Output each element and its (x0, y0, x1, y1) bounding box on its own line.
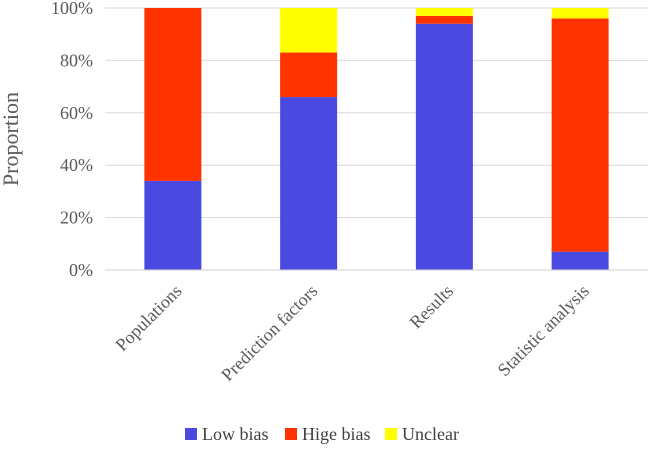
bar-segment-unclear (551, 8, 609, 19)
bar-segment-unclear (280, 8, 338, 53)
y-axis-ticks: 0% 20% 40% 60% 80% 100% (51, 0, 93, 280)
x-axis-categories: Populations Prediction factors Results Stat… (111, 281, 593, 385)
y-tick-label: 100% (51, 0, 93, 18)
legend-label: Unclear (402, 424, 459, 444)
bar-segment-low-bias (144, 180, 202, 270)
bar-segment-low-bias (415, 23, 473, 270)
x-category-label: Populations (111, 281, 185, 355)
x-category-label: Statistic analysis (494, 281, 593, 380)
legend-label: Low bias (202, 424, 269, 444)
bar-segment-low-bias (280, 97, 338, 270)
legend-swatch (285, 428, 297, 440)
bar-segment-hige-bias (280, 52, 338, 98)
legend-swatch (385, 428, 397, 440)
bars (144, 8, 609, 270)
y-tick-label: 80% (60, 50, 93, 70)
y-tick-label: 40% (60, 155, 93, 175)
x-category-label: Prediction factors (217, 281, 321, 385)
bar-segment-unclear (415, 8, 473, 16)
y-tick-label: 60% (60, 103, 93, 123)
legend-swatch (185, 428, 197, 440)
x-category-label: Results (406, 281, 458, 333)
legend: Low bias Hige bias Unclear (185, 424, 459, 444)
bar-segment-hige-bias (144, 8, 202, 181)
y-axis-title: Proportion (0, 92, 23, 186)
y-tick-label: 20% (60, 208, 93, 228)
legend-label: Hige bias (302, 424, 370, 444)
bar-segment-hige-bias (415, 15, 473, 24)
bar-segment-low-bias (551, 251, 609, 270)
y-tick-label: 0% (69, 260, 93, 280)
bar-segment-hige-bias (551, 18, 609, 252)
